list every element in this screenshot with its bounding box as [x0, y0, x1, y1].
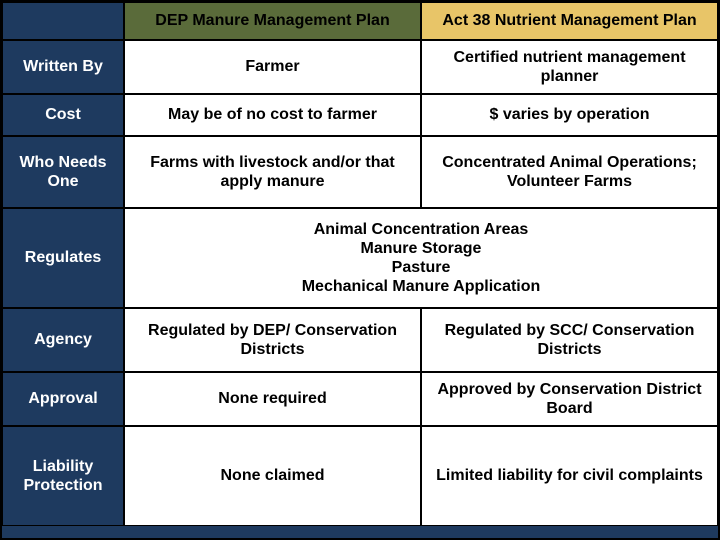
cell-who-needs-dep: Farms with livestock and/or that apply m…: [124, 136, 421, 208]
cell-cost-act: $ varies by operation: [421, 94, 718, 136]
cell-agency-act: Regulated by SCC/ Conservation Districts: [421, 308, 718, 372]
cell-agency-dep: Regulated by DEP/ Conservation Districts: [124, 308, 421, 372]
cell-approval-dep: None required: [124, 372, 421, 426]
cell-approval-act: Approved by Conservation District Board: [421, 372, 718, 426]
cell-liability-act: Limited liability for civil complaints: [421, 426, 718, 526]
header-blank: [2, 2, 124, 40]
cell-cost-dep: May be of no cost to farmer: [124, 94, 421, 136]
row-label-regulates: Regulates: [2, 208, 124, 308]
row-label-written-by: Written By: [2, 40, 124, 94]
header-act: Act 38 Nutrient Management Plan: [421, 2, 718, 40]
cell-liability-dep: None claimed: [124, 426, 421, 526]
cell-written-by-act: Certified nutrient management planner: [421, 40, 718, 94]
comparison-table: DEP Manure Management Plan Act 38 Nutrie…: [0, 0, 720, 540]
header-dep: DEP Manure Management Plan: [124, 2, 421, 40]
row-label-liability: Liability Protection: [2, 426, 124, 526]
row-label-cost: Cost: [2, 94, 124, 136]
row-label-approval: Approval: [2, 372, 124, 426]
row-label-agency: Agency: [2, 308, 124, 372]
cell-regulates-merged: Animal Concentration Areas Manure Storag…: [124, 208, 718, 308]
cell-who-needs-act: Concentrated Animal Operations; Voluntee…: [421, 136, 718, 208]
row-label-who-needs: Who Needs One: [2, 136, 124, 208]
cell-written-by-dep: Farmer: [124, 40, 421, 94]
